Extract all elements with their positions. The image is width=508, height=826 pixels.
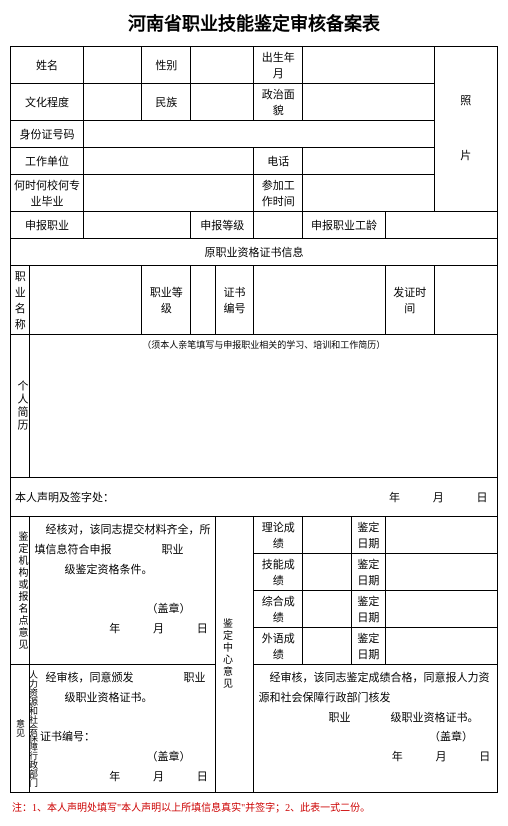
label-name: 姓名 (11, 47, 84, 84)
field-school[interactable] (84, 175, 254, 212)
field-theory[interactable] (303, 517, 352, 554)
field-lang-date[interactable] (385, 628, 497, 665)
field-orig-date[interactable] (434, 266, 497, 335)
label-years: 申报职业工龄 (303, 212, 386, 239)
photo-area: 照 片 (434, 47, 497, 212)
field-workstart[interactable] (303, 175, 434, 212)
field-edu[interactable] (84, 84, 142, 121)
label-theory-date: 鉴定日期 (351, 517, 385, 554)
declaration-label: 本人声明及签字处： (15, 492, 114, 504)
center-body[interactable]: 经审核，该同志鉴定成绩合格，同意报人力资源和社会保障行政部门核发 职业级职业资格… (254, 665, 498, 793)
label-ethnic: 民族 (142, 84, 191, 121)
field-skill[interactable] (303, 554, 352, 591)
label-workstart: 参加工作时间 (254, 175, 303, 212)
field-skill-date[interactable] (385, 554, 497, 591)
resume-area[interactable] (30, 353, 498, 478)
resume-note: （须本人亲笔填写与申报职业相关的学习、培训和工作简历） (30, 335, 498, 354)
field-lang[interactable] (303, 628, 352, 665)
field-comp[interactable] (303, 591, 352, 628)
label-political: 政治面貌 (254, 84, 303, 121)
field-ethnic[interactable] (191, 84, 254, 121)
label-orig-date: 发证时间 (385, 266, 434, 335)
field-employer[interactable] (84, 148, 254, 175)
center-label: 鉴定中心意见 (215, 517, 254, 793)
label-birth: 出生年月 (254, 47, 303, 84)
label-skill-date: 鉴定日期 (351, 554, 385, 591)
field-name[interactable] (84, 47, 142, 84)
dept-body[interactable]: 经审核，同意颁发职业级职业资格证书。 证书编号： （盖章） 年 月 日 (30, 665, 215, 793)
label-theory: 理论成绩 (254, 517, 303, 554)
label-comp-date: 鉴定日期 (351, 591, 385, 628)
label-level: 申报等级 (191, 212, 254, 239)
label-occupation: 申报职业 (11, 212, 84, 239)
field-gender[interactable] (191, 47, 254, 84)
declaration-row[interactable]: 本人声明及签字处： 年 月 日 (11, 478, 498, 517)
field-orig-certno[interactable] (254, 266, 385, 335)
field-phone[interactable] (303, 148, 434, 175)
label-orig-occ: 职业名称 (11, 266, 30, 335)
label-employer: 工作单位 (11, 148, 84, 175)
label-phone: 电话 (254, 148, 303, 175)
label-lang: 外语成绩 (254, 628, 303, 665)
label-comp: 综合成绩 (254, 591, 303, 628)
field-id[interactable] (84, 121, 435, 148)
field-political[interactable] (303, 84, 434, 121)
label-skill: 技能成绩 (254, 554, 303, 591)
field-orig-occ[interactable] (30, 266, 142, 335)
field-birth[interactable] (303, 47, 434, 84)
label-id: 身份证号码 (11, 121, 84, 148)
field-theory-date[interactable] (385, 517, 497, 554)
label-gender: 性别 (142, 47, 191, 84)
page-title: 河南省职业技能鉴定审核备案表 (10, 10, 498, 36)
label-school: 何时何校何专业毕业 (11, 175, 84, 212)
field-level[interactable] (254, 212, 303, 239)
field-orig-level[interactable] (191, 266, 215, 335)
label-lang-date: 鉴定日期 (351, 628, 385, 665)
review1-body[interactable]: 经核对，该同志提交材料齐全，所填信息符合申报职业级鉴定资格条件。 （盖章） 年 … (30, 517, 215, 665)
orig-cert-header: 原职业资格证书信息 (11, 239, 498, 266)
field-years[interactable] (385, 212, 497, 239)
footer-note: 注：1、本人声明处填写"本人声明以上所填信息真实"并签字；2、此表一式二份。 (10, 797, 498, 816)
label-orig-certno: 证书编号 (215, 266, 254, 335)
dept-label: 人力资源和社会保障行政部门意见 (11, 665, 30, 793)
label-edu: 文化程度 (11, 84, 84, 121)
label-orig-level: 职业等级 (142, 266, 191, 335)
main-table: 姓名 性别 出生年月 照 片 文化程度 民族 政治面貌 身份证号码 工作单位 电… (10, 46, 498, 793)
review1-label: 鉴定机构或报名点意见 (11, 517, 30, 665)
field-occupation[interactable] (84, 212, 191, 239)
resume-label: 个人简历 (11, 335, 30, 478)
field-comp-date[interactable] (385, 591, 497, 628)
